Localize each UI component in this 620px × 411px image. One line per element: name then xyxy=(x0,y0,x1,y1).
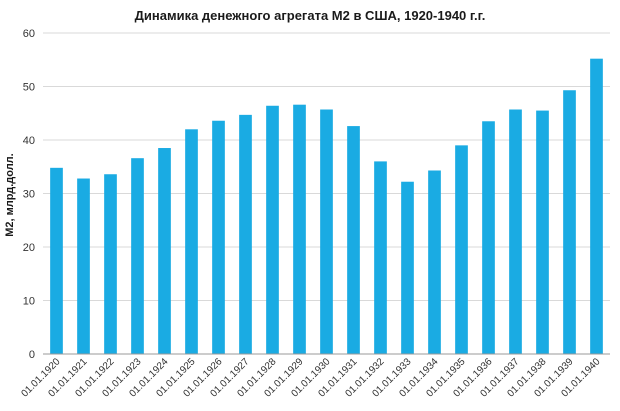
bar xyxy=(158,148,171,354)
y-tick-label: 10 xyxy=(23,296,35,308)
bar xyxy=(590,58,603,355)
y-tick-label: 40 xyxy=(23,135,35,147)
bar xyxy=(293,104,306,354)
bar xyxy=(536,110,549,354)
bar xyxy=(374,161,387,354)
bar xyxy=(50,167,63,354)
y-tick-label: 50 xyxy=(23,82,35,94)
y-tick-label: 60 xyxy=(23,28,35,40)
bar xyxy=(401,181,414,354)
bar xyxy=(266,105,279,354)
bar xyxy=(482,121,495,355)
bar xyxy=(239,114,252,354)
y-tick-label: 20 xyxy=(23,242,35,254)
bar xyxy=(509,109,522,354)
y-tick-label: 0 xyxy=(29,349,35,361)
bar xyxy=(77,178,90,354)
y-tick-label: 30 xyxy=(23,189,35,201)
bar xyxy=(131,158,144,354)
bar xyxy=(104,174,117,354)
chart-title: Динамика денежного агрегата М2 в США, 19… xyxy=(134,8,486,23)
bar xyxy=(347,126,360,354)
bar xyxy=(320,109,333,354)
bar xyxy=(428,170,441,354)
bar xyxy=(185,129,198,354)
bar xyxy=(563,90,576,355)
bar xyxy=(212,120,225,355)
bar xyxy=(455,145,468,354)
